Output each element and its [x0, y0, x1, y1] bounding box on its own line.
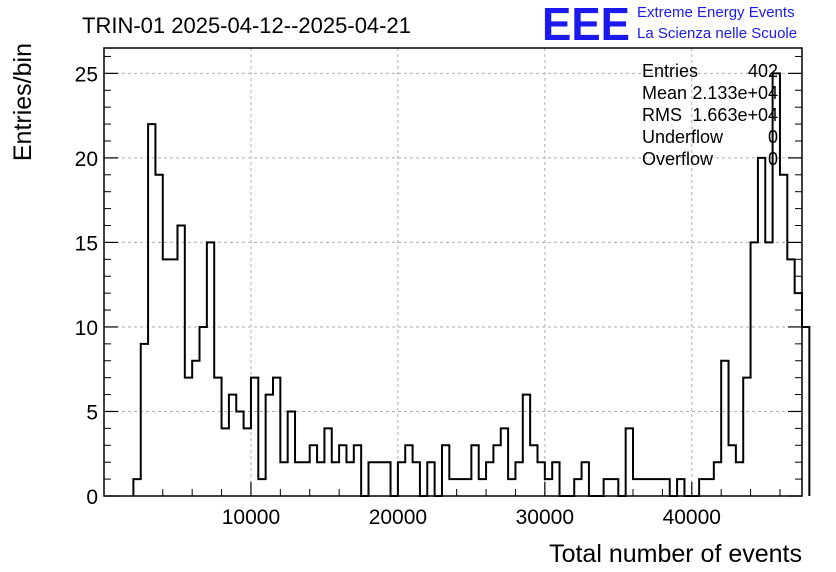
- y-axis-label: Entries/bin: [9, 43, 37, 161]
- y-tick-label: 0: [86, 486, 98, 509]
- stat-entries-label: Entries: [642, 61, 698, 81]
- plot-frame: [103, 47, 803, 497]
- stats-box: Entries 402 Mean 2.133e+04 RMS 1.663e+04…: [642, 61, 778, 169]
- stat-overflow-value: 0: [768, 149, 778, 169]
- stat-underflow-value: 0: [768, 127, 778, 147]
- grid-lines: [104, 48, 802, 496]
- stat-rms-value: 1.663e+04: [692, 105, 778, 125]
- eee-logo-mark: EEE: [542, 0, 630, 50]
- x-tick-label: 20000: [369, 506, 427, 529]
- x-axis-label: Total number of events: [549, 540, 802, 568]
- stat-mean-value: 2.133e+04: [692, 83, 778, 103]
- stat-overflow-label: Overflow: [642, 149, 714, 169]
- x-tick-label: 40000: [663, 506, 721, 529]
- y-tick-label: 5: [86, 401, 98, 424]
- stat-entries-value: 402: [748, 61, 778, 81]
- histogram-series: [132, 72, 811, 497]
- y-tick-label: 10: [75, 317, 98, 340]
- x-tick-label: 10000: [222, 506, 280, 529]
- stat-underflow-label: Underflow: [642, 127, 724, 147]
- y-tick-label: 25: [75, 63, 98, 86]
- axis-ticks: 10000 20000 30000 40000 0 5 10 15 20 25: [75, 55, 802, 529]
- x-tick-label: 30000: [516, 506, 574, 529]
- y-tick-label: 20: [75, 148, 98, 171]
- eee-logo-line1: Extreme Energy Events: [637, 4, 795, 21]
- chart-title: TRIN-01 2025-04-12--2025-04-21: [82, 13, 411, 38]
- y-tick-label: 15: [75, 232, 98, 255]
- eee-logo: EEE Extreme Energy Events La Scienza nel…: [542, 0, 797, 50]
- stat-mean-label: Mean: [642, 83, 687, 103]
- stat-rms-label: RMS: [642, 105, 682, 125]
- eee-logo-line2: La Scienza nelle Scuole: [637, 25, 797, 42]
